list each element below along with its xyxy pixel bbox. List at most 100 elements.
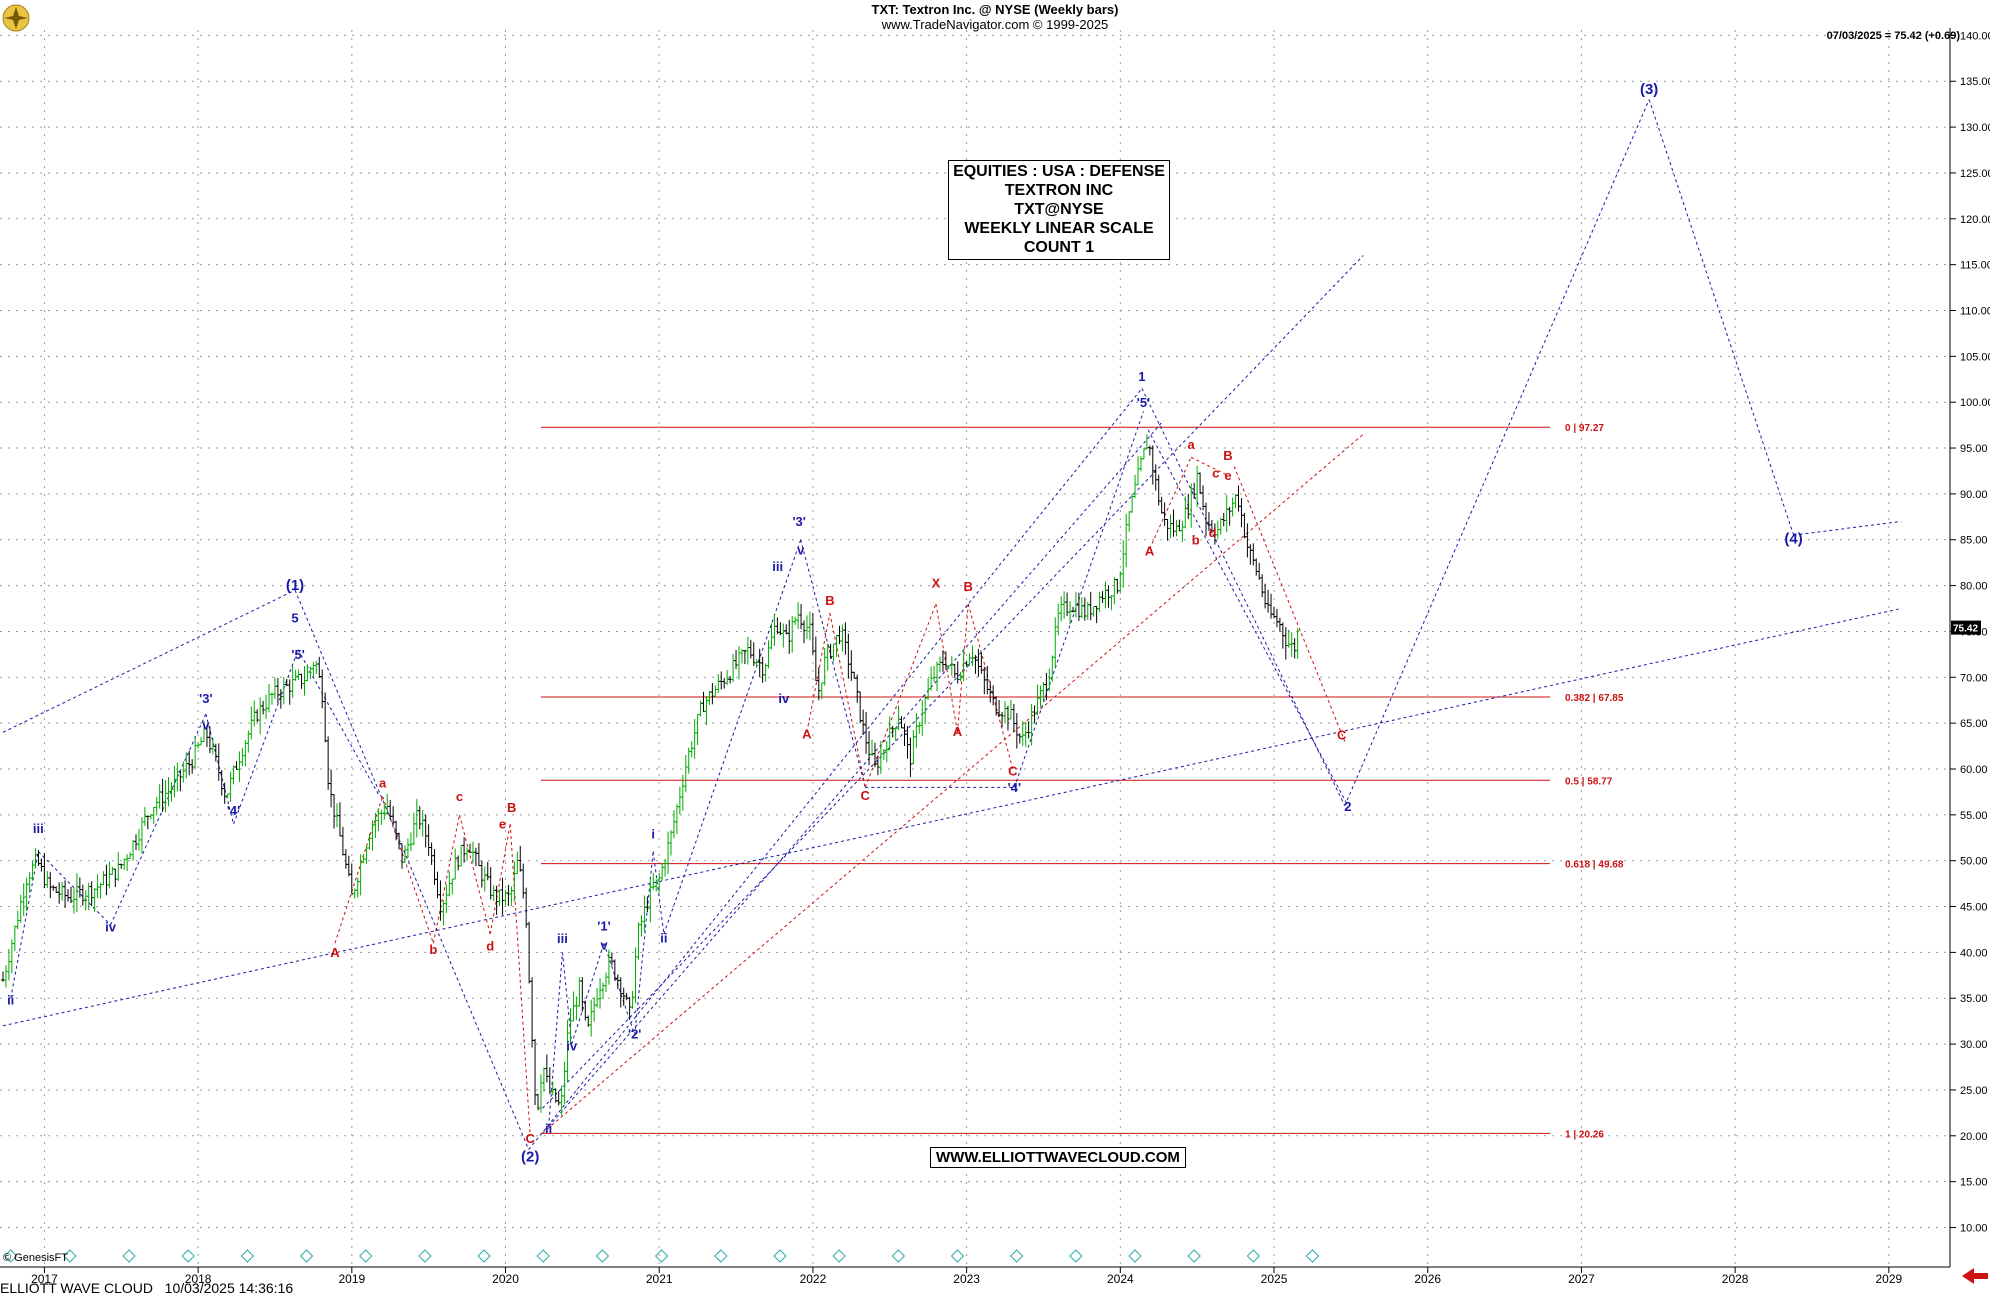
- info-line: WEEKLY LINEAR SCALE: [964, 220, 1154, 237]
- wave-label: '4': [227, 803, 240, 818]
- y-tick-label: 25.00: [1960, 1085, 1988, 1097]
- x-tick-label: 2017: [31, 1272, 58, 1286]
- wave-label: C: [861, 788, 871, 803]
- wave-projection-segment: [528, 388, 1143, 1150]
- wave-label: '4': [1008, 780, 1021, 795]
- event-marker: [418, 1249, 432, 1263]
- fib-label: 0.382 | 67.85: [1565, 693, 1624, 704]
- x-tick-label: 2027: [1568, 1272, 1595, 1286]
- x-tick-label: 2028: [1722, 1272, 1749, 1286]
- last-price-label: 75.42: [1953, 624, 1978, 635]
- wave-projection-segment: [1141, 388, 1346, 806]
- website-label[interactable]: WWW.ELLIOTTWAVECLOUD.COM: [930, 1147, 1186, 1168]
- event-marker: [950, 1249, 965, 1263]
- trade-navigator-logo-icon: [2, 4, 30, 32]
- channel-line: [1793, 520, 1902, 536]
- wave-label: A: [1145, 543, 1155, 558]
- y-tick-label: 110.00: [1960, 305, 1990, 317]
- wave-segment: [956, 603, 969, 733]
- wave-segment: [571, 943, 605, 1045]
- event-marker: [832, 1249, 846, 1263]
- x-tick-label: 2019: [338, 1272, 365, 1286]
- y-tick-label: 135.00: [1960, 76, 1990, 88]
- y-tick-label: 20.00: [1960, 1131, 1988, 1143]
- footer-status: ELLIOTT WAVE CLOUD 10/03/2025 14:36:16: [0, 1280, 294, 1296]
- wave-label: iii: [772, 559, 783, 574]
- wave-segment: [548, 952, 563, 1127]
- x-tick-label: 2026: [1414, 1272, 1441, 1286]
- event-marker: [1009, 1249, 1024, 1263]
- wave-label: iv: [566, 1039, 578, 1054]
- event-marker: [891, 1249, 906, 1263]
- event-marker: [1069, 1249, 1083, 1263]
- wave-label: (4): [1784, 530, 1802, 547]
- wave-label: C: [1008, 763, 1018, 778]
- y-tick-label: 80.00: [1960, 581, 1988, 593]
- wave-label: a: [379, 775, 387, 790]
- channel-line: [542, 255, 1364, 1109]
- wave-label: iii: [33, 821, 44, 836]
- copyright: www.TradeNavigator.com © 1999-2025: [881, 17, 1109, 32]
- wave-label: iii: [557, 931, 568, 946]
- wave-label: A: [953, 724, 963, 739]
- wave-label: (1): [286, 577, 304, 594]
- wave-label: X: [932, 575, 941, 590]
- wave-label: '5': [291, 647, 304, 662]
- event-marker: [1187, 1249, 1201, 1263]
- wave-segment: [652, 851, 665, 935]
- wave-label: 2: [1344, 799, 1351, 814]
- genesis-credit: © GenesisFT: [3, 1252, 68, 1264]
- event-marker: [714, 1249, 728, 1263]
- y-tick-label: 15.00: [1960, 1177, 1988, 1189]
- wave-label: ii: [7, 993, 14, 1008]
- x-axis: 2017 2018 2019 2020 2021 2022 2023 2024 2025 2026…: [0, 1249, 1988, 1286]
- wave-label: e: [1224, 468, 1231, 483]
- wave-segment: [459, 814, 491, 935]
- wave-label: 5: [291, 610, 298, 625]
- channel-line: [548, 420, 1164, 1127]
- wave-label: c: [456, 789, 463, 804]
- y-tick-label: 120.00: [1960, 214, 1990, 226]
- y-tick-label: 50.00: [1960, 856, 1988, 868]
- wave-segment: [382, 796, 434, 944]
- channel-line: [542, 433, 1364, 1134]
- fibonacci-levels: 0 | 97.27 0.382 | 67.85 0.5 | 58.77 0.618 |…: [540, 423, 1624, 1140]
- wave-projection: [294, 99, 1795, 1150]
- info-line: COUNT 1: [1023, 239, 1095, 256]
- scroll-arrow-icon: [1962, 1268, 1988, 1284]
- wave-label: d: [1209, 525, 1217, 540]
- wave-label: B: [964, 579, 973, 594]
- wave-segment: [603, 943, 636, 1036]
- event-marker: [1246, 1249, 1261, 1263]
- wave-label: (2): [521, 1148, 539, 1165]
- event-marker: [1128, 1249, 1142, 1263]
- wave-segment: [297, 649, 381, 797]
- y-tick-label: 35.00: [1960, 993, 1988, 1005]
- wave-segment: [10, 851, 39, 999]
- wave-label: v: [600, 938, 608, 953]
- wave-label: iv: [105, 919, 117, 934]
- channel-line: [1147, 429, 1349, 806]
- y-tick-label: 115.00: [1960, 260, 1990, 272]
- wave-label: a: [1187, 437, 1195, 452]
- wave-label: v: [797, 542, 805, 557]
- y-tick-label: 40.00: [1960, 947, 1988, 959]
- wave-segment: [800, 539, 866, 788]
- wave-projection-segment: [294, 589, 530, 1150]
- x-tick-label: 2024: [1107, 1272, 1134, 1286]
- wave-segment: [1190, 456, 1229, 476]
- event-marker: [477, 1249, 491, 1263]
- wave-segment: [489, 823, 511, 935]
- wave-label: ii: [545, 1121, 552, 1136]
- event-marker: [240, 1249, 255, 1263]
- event-marker: [654, 1249, 669, 1263]
- wave-segment: [233, 649, 299, 825]
- x-tick-label: 2025: [1261, 1272, 1288, 1286]
- y-tick-label: 95.00: [1960, 443, 1988, 455]
- wave-label: C: [525, 1131, 535, 1146]
- y-tick-label: 100.00: [1960, 397, 1990, 409]
- fib-label: 0.5 | 58.77: [1565, 776, 1613, 787]
- wave-label: b: [429, 942, 437, 957]
